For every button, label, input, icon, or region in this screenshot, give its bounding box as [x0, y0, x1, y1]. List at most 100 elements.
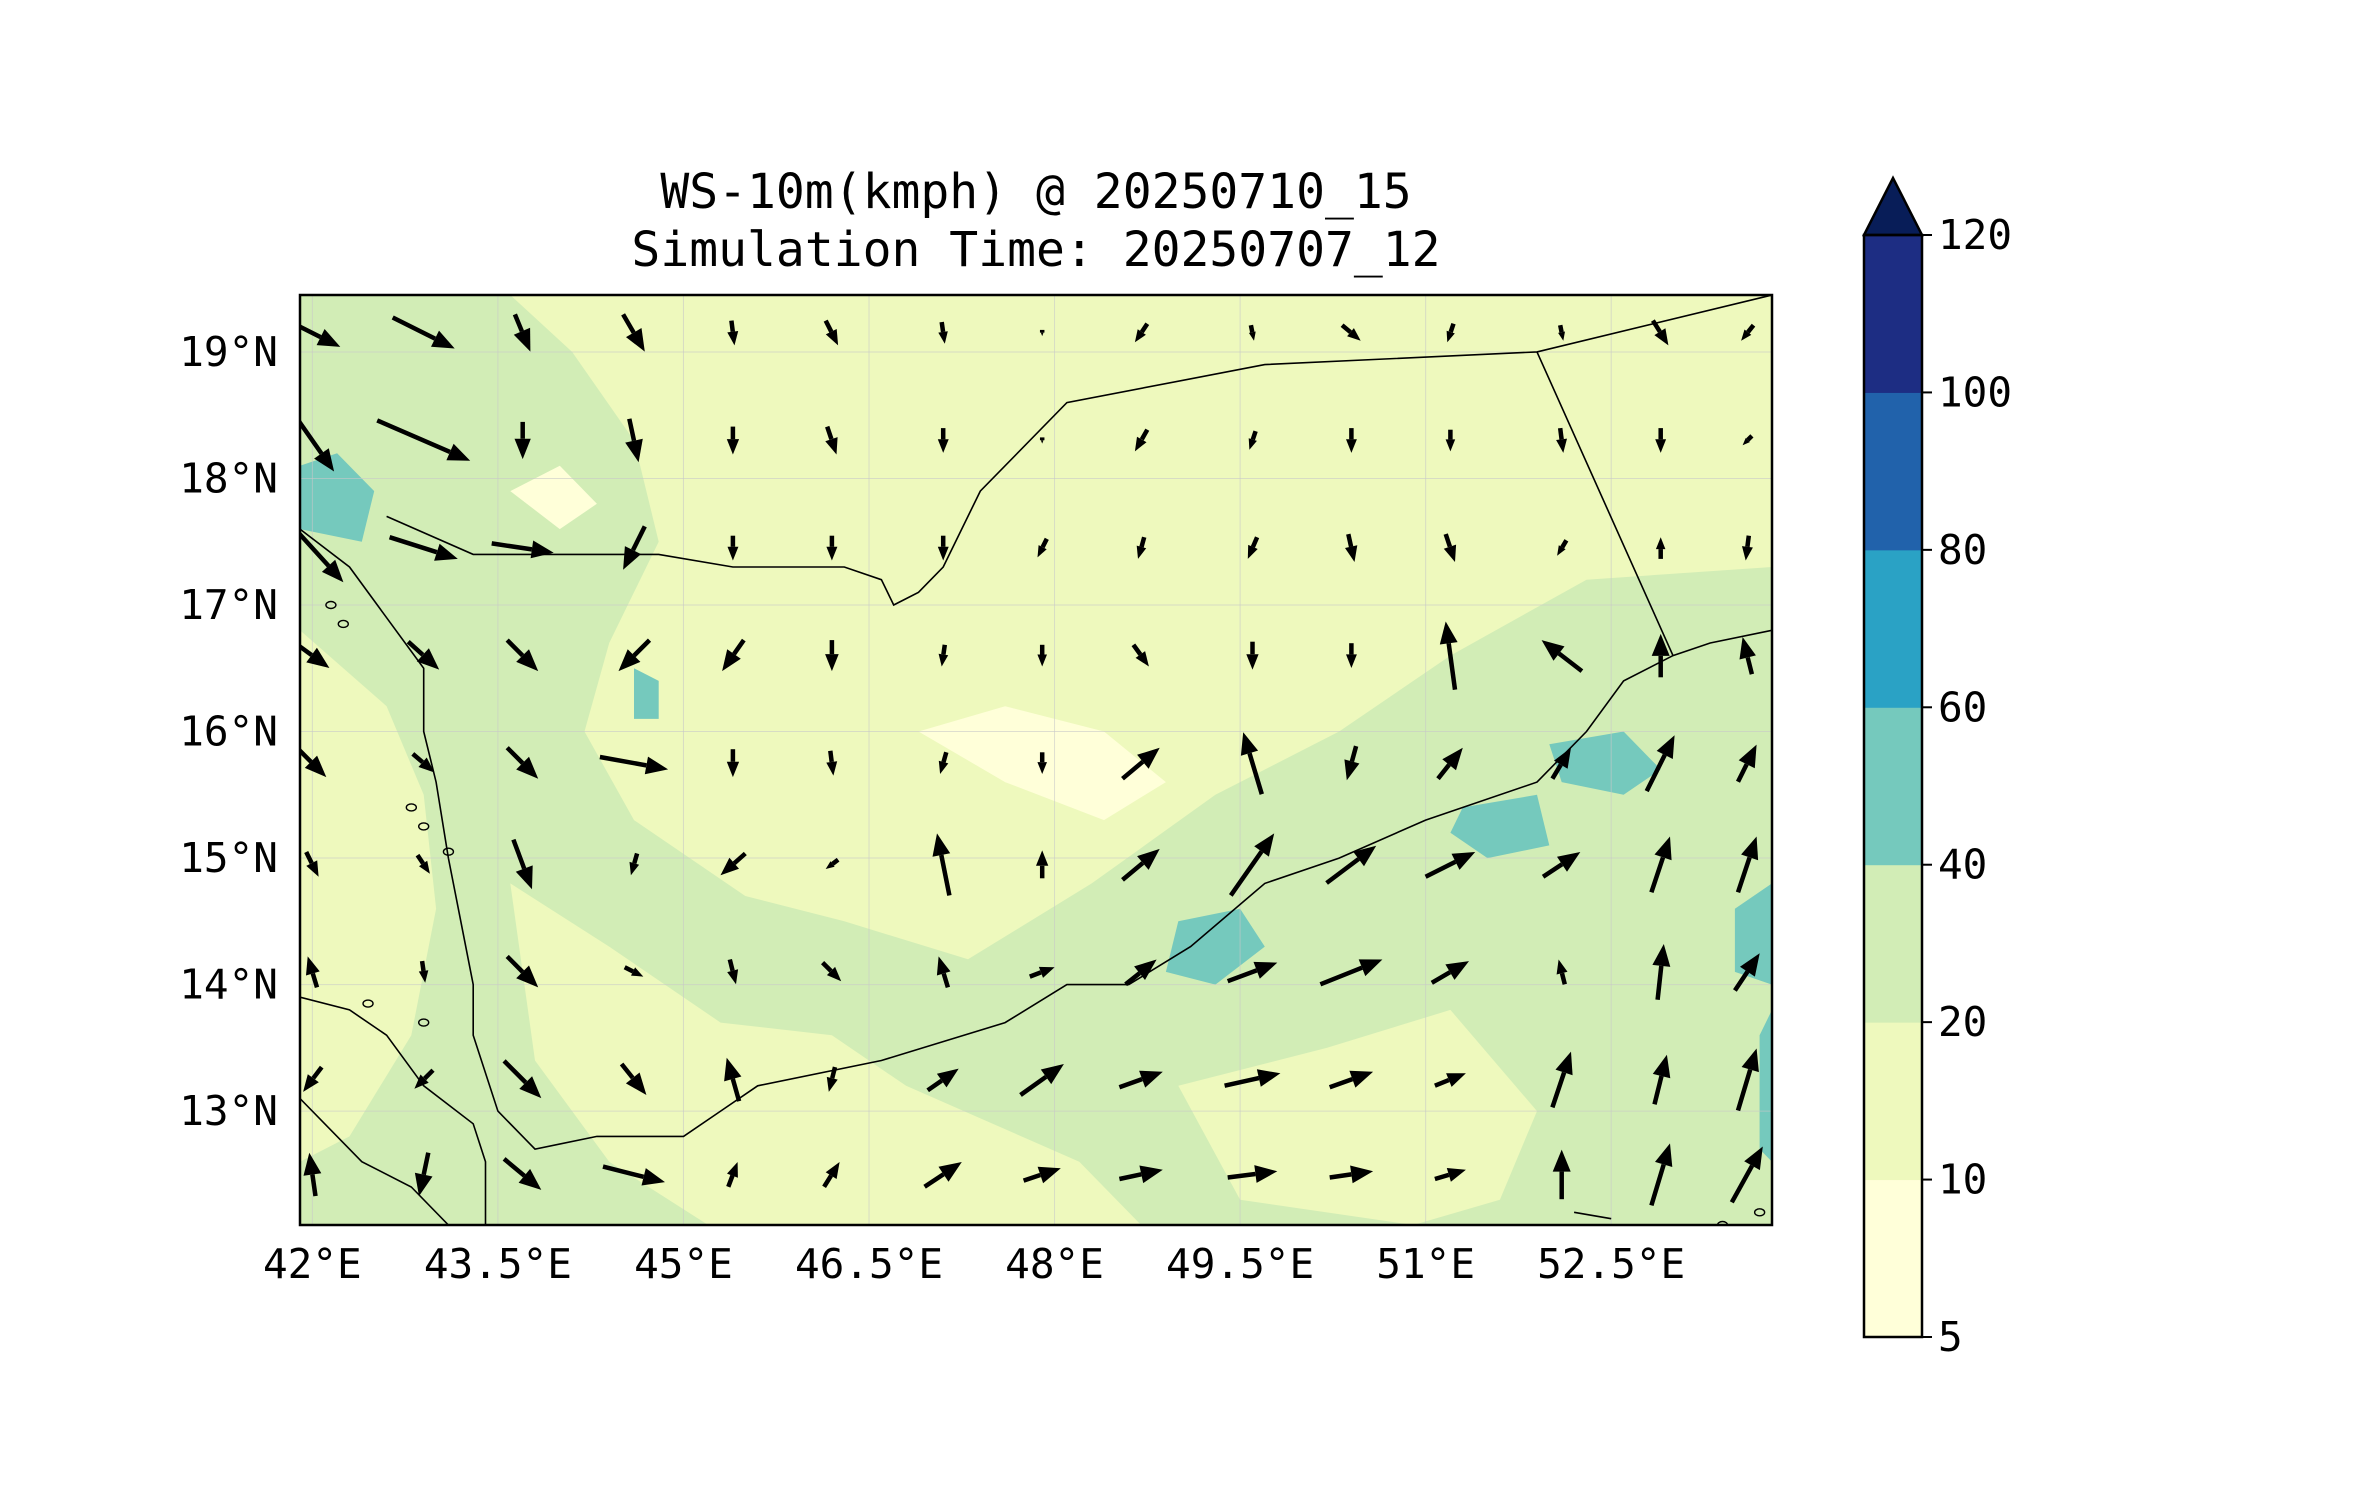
coastline — [1536, 351, 1674, 656]
wind-vector-shaft — [1325, 857, 1360, 885]
wind-vector-head — [1036, 850, 1049, 866]
coastline — [300, 996, 487, 1225]
colorbar-segment — [1864, 392, 1922, 551]
wind-vector-shaft — [1745, 656, 1755, 675]
wind-vector-shaft — [1250, 536, 1260, 548]
wind-vector-arrow — [726, 749, 740, 778]
wind-vector-head — [1040, 440, 1044, 444]
wind-vector-shaft — [1735, 763, 1749, 783]
wind-vector-shaft — [1319, 965, 1363, 987]
map-title: WS-10m(kmph) @ 20250710_15 — [660, 164, 1412, 220]
wind-vector-head — [1344, 759, 1360, 781]
wind-vector-head — [1655, 439, 1667, 453]
wind-vector-arrow — [1037, 752, 1047, 774]
colorbar-tick-label: 20 — [1938, 998, 1987, 1046]
wind-speed-region — [1759, 1009, 1772, 1162]
wind-vector-head — [1358, 959, 1383, 977]
wind-vector-arrow — [511, 838, 533, 890]
wind-vector-head — [431, 330, 455, 349]
wind-vector-shaft — [1446, 642, 1458, 691]
wind-vector-shaft — [1557, 324, 1564, 333]
wind-vector-shaft — [1448, 322, 1456, 333]
map-subtitle: Simulation Time: 20250707_12 — [631, 222, 1441, 278]
wind-vector-head — [726, 439, 740, 455]
wind-vector-arrow — [825, 640, 839, 672]
wind-vector-head — [316, 329, 341, 347]
wind-vector-head — [724, 1057, 742, 1082]
wind-vector-arrow — [720, 851, 747, 876]
wind-vector-shaft — [310, 972, 320, 989]
wind-vector-head — [938, 1162, 962, 1182]
wind-vector-shaft — [726, 1174, 735, 1188]
wind-vector-arrow — [1039, 329, 1045, 337]
wind-vector-shaft — [823, 319, 834, 333]
wind-vector-head — [938, 331, 948, 344]
wind-vector-head — [1739, 637, 1756, 660]
longitude-tick-labels: 42°E 43.5°E 45°E 46.5°E 48°E 49.5°E 51°E 52.5°E — [263, 1240, 1685, 1288]
longitude-tick-label: 48°E — [1005, 1240, 1104, 1288]
wind-vector-arrow — [1557, 324, 1565, 341]
wind-vector-arrow — [303, 1152, 322, 1197]
wind-vector-arrow — [502, 1059, 542, 1099]
wind-vector-head — [936, 956, 951, 976]
colorbar-segment — [1864, 235, 1922, 393]
wind-vector-shaft — [1346, 533, 1354, 548]
wind-vector-head — [938, 760, 949, 774]
coastline — [1573, 1211, 1612, 1220]
wind-vector-head — [1652, 1054, 1671, 1079]
latitude-tick-label: 19°N — [179, 328, 278, 376]
latitude-tick-label: 15°N — [179, 834, 278, 882]
wind-vector-head — [303, 1074, 319, 1092]
wind-vector-head — [938, 653, 949, 667]
wind-vector-arrow — [1224, 1069, 1281, 1088]
island — [362, 999, 374, 1008]
wind-vector-arrow — [1248, 324, 1256, 341]
wind-vector-arrow — [1649, 836, 1672, 894]
wind-vector-head — [1740, 953, 1760, 977]
wind-vector-head — [1744, 1146, 1763, 1171]
wind-vector-head — [1139, 1070, 1163, 1088]
wind-vector-head — [513, 327, 531, 352]
wind-vector-arrow — [1340, 323, 1361, 341]
wind-vector-arrow — [1541, 640, 1584, 673]
wind-vector-arrow — [1134, 428, 1150, 452]
wind-vector-shaft — [941, 751, 949, 763]
island — [405, 803, 418, 812]
wind-vector-arrow — [505, 746, 539, 779]
wind-vector-arrow — [1131, 643, 1149, 667]
wind-vector-head — [631, 967, 644, 977]
wind-vector-head — [826, 761, 838, 776]
wind-vector-shaft — [1733, 970, 1750, 992]
wind-vector-arrow — [602, 1164, 665, 1186]
wind-vector-arrow — [1248, 430, 1258, 450]
wind-vector-head — [306, 956, 320, 976]
wind-vector-head — [826, 546, 838, 561]
wind-vector-shaft — [1436, 763, 1451, 781]
wind-vector-arrow — [1434, 1168, 1466, 1182]
wind-vector-head — [1346, 439, 1357, 453]
wind-vector-arrow — [1651, 633, 1670, 678]
wind-vector-arrow — [1652, 944, 1671, 1001]
wind-vector-head — [1346, 654, 1357, 668]
wind-vector-shaft — [623, 965, 635, 974]
wind-vector-shaft — [1349, 745, 1359, 763]
wind-vector-head — [825, 1162, 840, 1179]
wind-vector-arrow — [623, 525, 647, 570]
wind-vector-shaft — [421, 1152, 431, 1176]
wind-vector-arrow — [300, 324, 341, 347]
wind-vector-shaft — [491, 541, 533, 552]
wind-vector-shaft — [505, 954, 525, 974]
wind-vector-shaft — [419, 960, 426, 972]
wind-vector-shaft — [1649, 856, 1666, 894]
wind-vector-arrow — [937, 428, 949, 453]
wind-vector-head — [434, 543, 458, 561]
wind-vector-shaft — [1559, 972, 1567, 985]
wind-vector-arrow — [826, 535, 838, 561]
wind-vector-arrow — [1134, 322, 1150, 343]
wind-vector-head — [304, 755, 327, 778]
wind-vector-arrow — [1227, 1165, 1278, 1183]
wind-vector-arrow — [1436, 747, 1463, 781]
wind-vector-head — [1442, 747, 1463, 771]
wind-vector-shaft — [941, 644, 948, 655]
wind-vector-shaft — [1424, 859, 1457, 879]
